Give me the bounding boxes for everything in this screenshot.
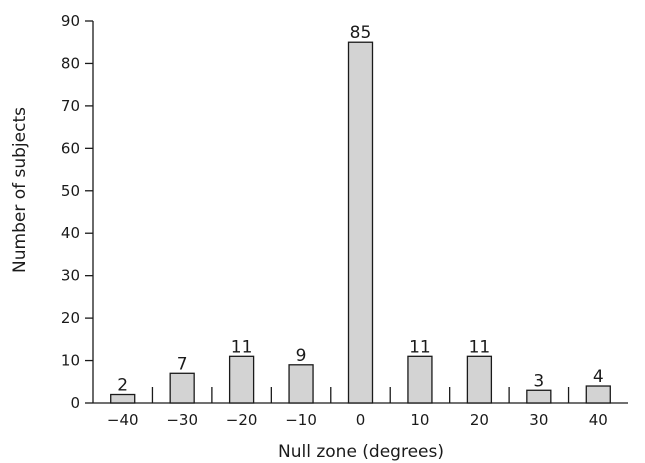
bar-0: [347, 41, 374, 404]
bars: [110, 41, 611, 404]
x-tick-label: −10: [285, 411, 317, 429]
y-tick-label: 60: [61, 139, 80, 157]
y-tick-label: 0: [70, 394, 80, 412]
y-axis-title: Number of subjects: [10, 107, 30, 273]
y-tick-label: 20: [61, 309, 80, 327]
y-tick-label: 40: [61, 224, 80, 242]
x-axis-title: Null zone (degrees): [278, 442, 444, 462]
y-tick-label: 80: [61, 54, 80, 72]
data-labels: 2 7 11 9 85 11 11 3 4: [117, 23, 603, 395]
y-axis: 0 10 20 30 40 50 60 70 80 90: [61, 12, 94, 412]
bar-minus20: [228, 355, 255, 404]
bar-minus10: [288, 364, 314, 404]
data-label: 4: [593, 367, 604, 387]
x-tick-label: 40: [589, 411, 608, 429]
data-label: 85: [350, 23, 372, 43]
data-label: 2: [117, 376, 128, 396]
x-tick-label: −20: [226, 411, 258, 429]
y-tick-label: 90: [61, 12, 80, 30]
data-label: 11: [409, 337, 431, 357]
bar-30: [526, 389, 552, 404]
data-label: 11: [469, 337, 491, 357]
y-tick-label: 70: [61, 97, 80, 115]
bar-minus40: [110, 393, 136, 404]
y-tick-label: 30: [61, 267, 80, 285]
y-tick-label: 50: [61, 182, 80, 200]
data-label: 3: [533, 371, 544, 391]
data-label: 11: [231, 337, 253, 357]
bar-minus30: [169, 372, 195, 404]
bar-20: [466, 355, 493, 404]
x-tick-label: −30: [166, 411, 198, 429]
data-label: 9: [296, 346, 307, 366]
bar-40: [585, 385, 611, 404]
data-label: 7: [177, 354, 188, 374]
x-tick-label: 20: [470, 411, 489, 429]
x-tick-label: −40: [107, 411, 139, 429]
bar-10: [407, 355, 433, 404]
x-tick-label: 30: [529, 411, 548, 429]
y-tick-label: 10: [61, 352, 80, 370]
x-tick-label: 0: [356, 411, 366, 429]
x-tick-label: 10: [410, 411, 429, 429]
